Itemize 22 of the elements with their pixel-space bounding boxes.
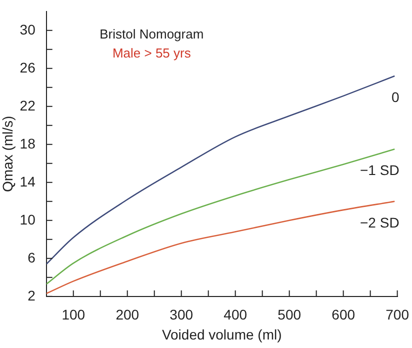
series-label: 0 [392,88,400,105]
y-tick-label: 2 [28,287,36,304]
y-tick-label: 30 [20,21,36,38]
y-tick-label: 18 [20,135,36,152]
x-axis-title: Voided volume (ml) [162,326,282,342]
text: Bristol Nomogram [100,26,204,42]
text: Male > 55 yrs [112,46,192,61]
y-tick-label: 10 [20,211,36,228]
y-tick-label: 26 [20,59,36,76]
x-tick-label: 200 [116,306,140,323]
x-tick-label: 100 [62,306,86,323]
series-label: −1 SD [360,162,400,178]
y-axis-title: Qmax (ml/s) [0,116,16,192]
y-tick-label: 14 [20,173,36,190]
x-tick-label: 400 [224,306,248,323]
x-tick-label: 300 [170,306,194,323]
x-tick-label: 600 [332,306,356,323]
y-tick-label: 6 [28,249,36,266]
y-tick-label: 22 [20,97,36,114]
series-label: −2 SD [360,214,400,230]
x-tick-label: 500 [278,306,302,323]
x-tick-label: 700 [386,306,410,323]
